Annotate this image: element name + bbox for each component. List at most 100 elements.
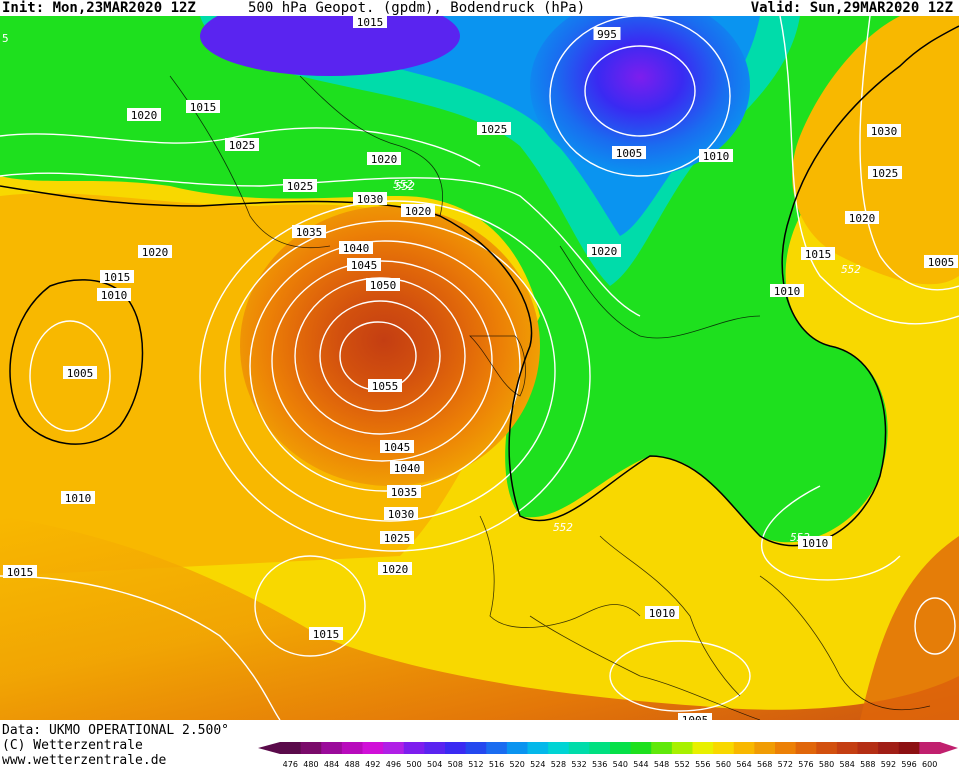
scale-swatch (630, 742, 652, 754)
svg-text:1010: 1010 (774, 285, 801, 298)
contour-label: 552 (393, 178, 413, 191)
isobar-label: 1015 (801, 247, 835, 261)
scale-tick-label: 504 (427, 760, 442, 769)
scale-swatch (548, 742, 570, 754)
scale-tick-label: 532 (571, 760, 586, 769)
scale-swatch (506, 742, 528, 754)
scale-tick-label: 600 (922, 760, 937, 769)
chart-header: Init: Mon,23MAR2020 12Z 500 hPa Geopot. … (0, 0, 959, 16)
isobar-label: 1025 (477, 122, 511, 136)
edge-label: 5 (2, 32, 9, 45)
isobar-label: 1030 (384, 507, 418, 521)
svg-text:1020: 1020 (591, 245, 618, 258)
south-east-warm (860, 536, 959, 720)
scale-swatch (568, 742, 590, 754)
svg-text:1005: 1005 (928, 256, 955, 269)
isobar-label: 1015 (3, 565, 37, 579)
isobar-label: 1020 (367, 152, 401, 166)
scale-swatch (919, 742, 941, 754)
warm-north-east (792, 16, 959, 285)
scale-swatch (816, 742, 838, 754)
isobar-label: 1030 (353, 192, 387, 206)
svg-text:1030: 1030 (357, 193, 384, 206)
isobar-label: 1010 (61, 491, 95, 505)
svg-text:1050: 1050 (370, 279, 397, 292)
scale-tick-label: 496 (386, 760, 401, 769)
svg-text:1025: 1025 (872, 167, 899, 180)
isobar-label: 1020 (401, 204, 435, 218)
svg-text:1030: 1030 (388, 508, 415, 521)
isobar-label: 1040 (390, 461, 424, 475)
svg-text:552: 552 (395, 180, 415, 193)
svg-text:1015: 1015 (104, 271, 131, 284)
scale-swatch (733, 742, 755, 754)
isobar-label: 1010 (645, 606, 679, 620)
scale-swatch (775, 742, 797, 754)
isobar-label: 1045 (380, 440, 414, 454)
scale-tick-label: 544 (633, 760, 648, 769)
isobar-label: 1020 (587, 244, 621, 258)
isobar-label: 1020 (845, 211, 879, 225)
svg-text:552: 552 (553, 521, 573, 534)
contour-label: 552 (395, 180, 415, 193)
scale-tick-label: 568 (757, 760, 772, 769)
atlantic-high (240, 206, 540, 486)
svg-text:1020: 1020 (849, 212, 876, 225)
scale-tick-label: 536 (592, 760, 607, 769)
scale-swatch (383, 742, 405, 754)
svg-text:552: 552 (841, 263, 861, 276)
isobar-label: 1035 (387, 485, 421, 499)
scale-swatch (424, 742, 446, 754)
isobar-label: 1010 (97, 288, 131, 302)
contour-552-west (9, 279, 144, 445)
contour-label: 552 (841, 263, 861, 276)
svg-text:1025: 1025 (229, 139, 256, 152)
isobar-label: 1015 (100, 270, 134, 284)
isobar-label: 1025 (868, 166, 902, 180)
scale-swatch (280, 742, 302, 754)
svg-text:1025: 1025 (384, 532, 411, 545)
scale-tick-label: 524 (530, 760, 545, 769)
scale-tick-label: 516 (489, 760, 504, 769)
scale-tick-label: 592 (881, 760, 896, 769)
data-source-label: Data: UKMO OPERATIONAL 2.500° (2, 723, 229, 738)
scale-swatch (300, 742, 322, 754)
scale-swatch (486, 742, 508, 754)
svg-text:1015: 1015 (313, 628, 340, 641)
isobar-label: 1025 (380, 531, 414, 545)
svg-text:1010: 1010 (802, 537, 829, 550)
isobar-label: 1015 (353, 16, 387, 29)
svg-text:1015: 1015 (7, 566, 34, 579)
svg-text:1005: 1005 (682, 714, 709, 720)
isobar-label: 1025 (225, 138, 259, 152)
isobar-label: 1005 (924, 255, 958, 269)
svg-text:1010: 1010 (649, 607, 676, 620)
isobar-label: 1020 (138, 245, 172, 259)
scale-tick-label: 560 (716, 760, 731, 769)
isobar-label: 1005 (678, 713, 712, 720)
scale-swatch (857, 742, 879, 754)
url-label: www.wetterzentrale.de (2, 753, 167, 768)
scale-arrow-right (940, 742, 958, 754)
scale-tick-label: 576 (798, 760, 813, 769)
scale-swatch (651, 742, 673, 754)
svg-text:1005: 1005 (67, 367, 94, 380)
scale-swatch (362, 742, 384, 754)
scale-tick-label: 552 (675, 760, 690, 769)
scale-swatch (713, 742, 735, 754)
svg-text:1020: 1020 (131, 109, 158, 122)
isobar-label: 1015 (186, 100, 220, 114)
init-time-label: Init: Mon,23MAR2020 12Z (2, 0, 196, 16)
scale-tick-label: 476 (283, 760, 298, 769)
svg-text:1010: 1010 (101, 289, 128, 302)
isobar-label: 1020 (378, 562, 412, 576)
isobar-label: 1050 (366, 278, 400, 292)
scale-swatch (589, 742, 611, 754)
svg-text:1055: 1055 (372, 380, 399, 393)
isobar-label: 1010 (798, 536, 832, 550)
isobar-label: 1055 (368, 379, 402, 393)
chart-footer: Data: UKMO OPERATIONAL 2.500° (C) Wetter… (0, 720, 959, 770)
scale-swatch (671, 742, 693, 754)
scale-swatch (403, 742, 425, 754)
svg-text:1040: 1040 (343, 242, 370, 255)
